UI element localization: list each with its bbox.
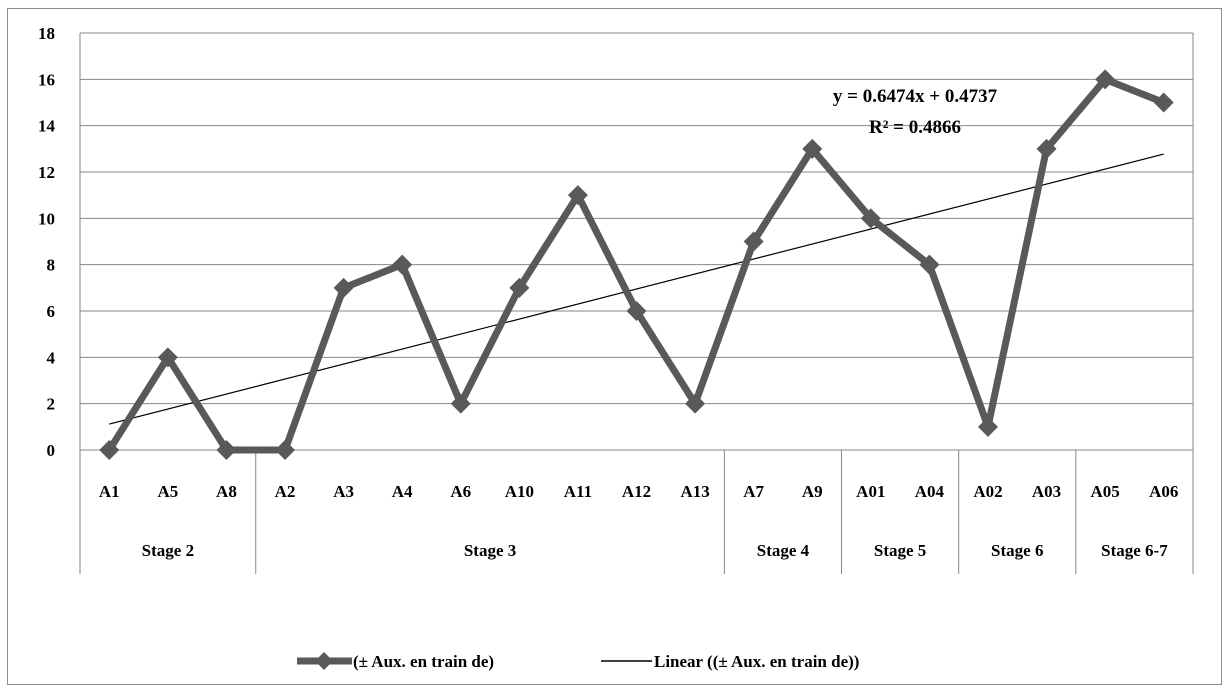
x-group-label: Stage 4	[757, 541, 810, 560]
x-category-label: A6	[450, 482, 471, 501]
x-category-label: A4	[392, 482, 413, 501]
data-point	[919, 254, 940, 275]
data-point	[333, 277, 354, 298]
data-point	[626, 301, 647, 321]
legend-series-label: (± Aux. en train de)	[353, 652, 494, 671]
data-point	[1036, 138, 1057, 159]
data-point	[157, 347, 178, 368]
x-group-label: Stage 6-7	[1101, 541, 1168, 560]
chart-frame	[7, 8, 1222, 685]
x-category-label: A06	[1149, 482, 1178, 501]
y-tick-label: 0	[47, 441, 56, 460]
x-category-label: A03	[1032, 482, 1061, 501]
x-category-label: A9	[802, 482, 823, 501]
data-point	[275, 440, 296, 460]
legend-series-marker	[315, 652, 333, 670]
trendline	[109, 153, 1164, 425]
data-point	[1095, 69, 1116, 90]
y-tick-label: 18	[38, 24, 55, 43]
y-tick-label: 8	[47, 256, 56, 275]
trendline-equation: y = 0.6474x + 0.4737	[833, 86, 998, 107]
y-tick-label: 12	[38, 163, 55, 182]
x-group-label: Stage 2	[142, 541, 194, 560]
data-point	[1153, 92, 1174, 113]
x-category-label: A2	[275, 482, 296, 501]
x-category-label: A8	[216, 482, 237, 501]
y-tick-label: 14	[38, 117, 56, 136]
x-group-label: Stage 3	[464, 541, 516, 560]
x-group-label: Stage 6	[991, 541, 1043, 560]
data-point	[392, 254, 413, 275]
legend-trendline-label: Linear ((± Aux. en train de))	[654, 652, 859, 671]
data-point	[567, 185, 588, 206]
x-category-label: A3	[333, 482, 354, 501]
data-point	[99, 440, 120, 460]
x-category-label: A5	[157, 482, 178, 501]
x-group-label: Stage 5	[874, 541, 926, 560]
x-category-label: A13	[680, 482, 709, 501]
x-category-label: A7	[743, 482, 764, 501]
data-point	[450, 393, 471, 414]
trendline-r2: R² = 0.4866	[869, 117, 961, 138]
data-point	[216, 440, 237, 460]
x-category-label: A04	[915, 482, 945, 501]
x-category-label: A01	[856, 482, 885, 501]
data-point	[685, 393, 706, 414]
y-tick-label: 6	[47, 302, 56, 321]
data-point	[977, 416, 998, 437]
x-category-label: A10	[505, 482, 534, 501]
y-tick-label: 4	[47, 348, 56, 367]
data-point	[802, 138, 823, 159]
data-point	[860, 208, 881, 229]
y-tick-label: 10	[38, 209, 55, 228]
x-category-label: A05	[1090, 482, 1119, 501]
x-category-label: A12	[622, 482, 651, 501]
y-tick-label: 16	[38, 70, 55, 89]
y-tick-label: 2	[47, 395, 56, 414]
data-point	[509, 277, 530, 298]
x-category-label: A11	[564, 482, 592, 501]
x-category-label: A02	[973, 482, 1002, 501]
x-category-label: A1	[99, 482, 120, 501]
data-point	[743, 231, 764, 252]
